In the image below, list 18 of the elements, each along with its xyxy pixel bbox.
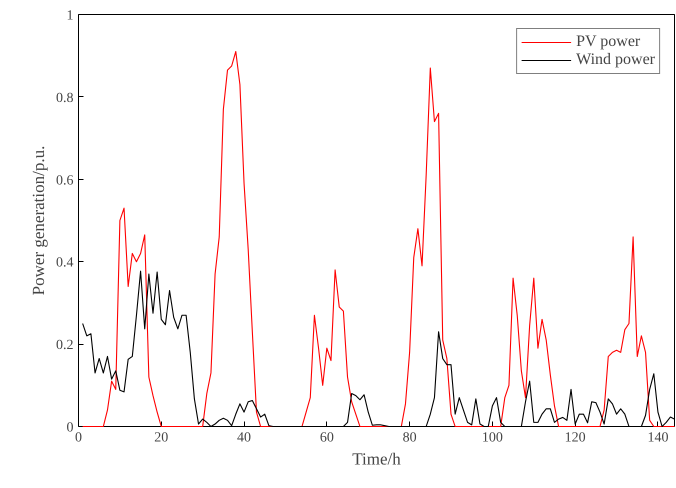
y-tick-label: 1 xyxy=(66,8,74,24)
legend-label: PV power xyxy=(576,33,640,51)
x-tick-label: 120 xyxy=(564,430,586,446)
legend-label: Wind power xyxy=(576,51,655,69)
y-tick-label: 0.2 xyxy=(56,338,74,354)
y-axis-title: Power generation/p.u. xyxy=(29,146,48,296)
x-tick-label: 140 xyxy=(647,430,668,446)
x-tick-label: 100 xyxy=(482,430,503,446)
y-tick-label: 0.8 xyxy=(56,90,74,106)
y-tick-label: 0.4 xyxy=(56,256,74,271)
x-tick-label: 80 xyxy=(402,430,417,446)
x-tick-label: 20 xyxy=(154,430,168,446)
line-series xyxy=(82,51,676,428)
y-tick-label: 0 xyxy=(66,420,74,436)
x-axis-title: Time/h xyxy=(352,450,402,468)
x-tick-label: 60 xyxy=(320,430,334,446)
x-tick-label: 40 xyxy=(237,430,252,446)
y-tick-label: 0.6 xyxy=(56,173,74,188)
